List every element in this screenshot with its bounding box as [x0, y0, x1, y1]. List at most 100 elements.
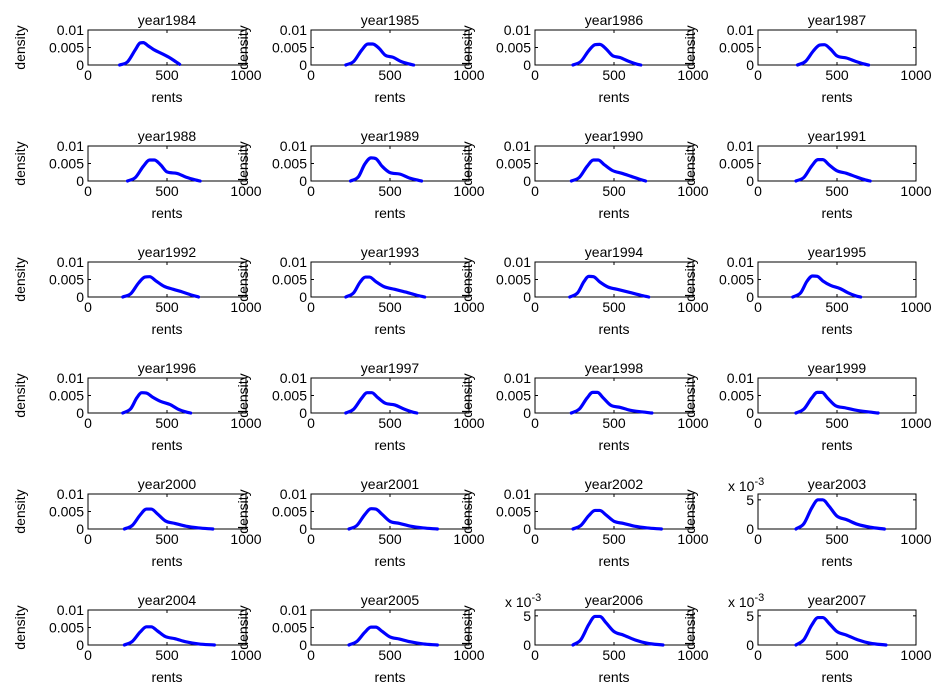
x-tick-label: 1000 [230, 415, 261, 431]
y-axis-label: density [12, 489, 28, 533]
y-tick-label: 0.01 [727, 138, 754, 154]
y-tick-label: 0 [746, 637, 754, 653]
y-axis-label: density [459, 489, 475, 533]
y-axis-label: density [682, 373, 698, 417]
y-axis-label: density [459, 257, 475, 301]
y-tick-label: 0.005 [496, 388, 531, 404]
x-tick-label: 0 [754, 183, 762, 199]
x-axis-label: rents [598, 553, 629, 569]
panel-axes-frame [534, 29, 694, 66]
x-tick-label: 0 [754, 647, 762, 663]
x-tick-label: 500 [825, 299, 849, 315]
y-tick-label: 0.01 [727, 22, 754, 38]
panel-axes-frame [757, 145, 917, 182]
y-tick-label: 0.005 [272, 272, 307, 288]
y-tick-label: 0.005 [496, 504, 531, 520]
x-tick-label: 1000 [677, 67, 708, 83]
y-axis-label: density [235, 373, 251, 417]
density-curve [794, 158, 872, 183]
x-tick-label: 1000 [230, 67, 261, 83]
y-tick-label: 0.005 [49, 620, 84, 636]
density-curve [122, 625, 216, 647]
panel-title: year2001 [361, 476, 420, 492]
y-tick-label: 0 [299, 173, 307, 189]
y-tick-label: 5 [746, 608, 754, 624]
x-tick-label: 500 [378, 647, 402, 663]
x-tick-label: 1000 [900, 415, 931, 431]
panel-axes-frame [757, 261, 917, 298]
x-tick-label: 0 [754, 67, 762, 83]
x-tick-label: 0 [531, 647, 539, 663]
x-tick-label: 500 [825, 67, 849, 83]
density-curve [795, 43, 871, 67]
x-axis-label: rents [821, 669, 852, 685]
x-axis-label: rents [821, 553, 852, 569]
panel-title: year1984 [138, 12, 197, 28]
panel-axes-frame [757, 29, 917, 66]
y-tick-label: 0.005 [272, 156, 307, 172]
x-tick-label: 1000 [230, 183, 261, 199]
y-tick-label: 0.005 [719, 40, 754, 56]
y-tick-label: 0.005 [496, 156, 531, 172]
panel-axes-frame [757, 609, 917, 646]
x-axis-label: rents [374, 205, 405, 221]
density-curve [125, 158, 202, 183]
y-axis-label: density [682, 605, 698, 649]
x-tick-label: 1000 [900, 183, 931, 199]
panel-axes-frame [310, 29, 470, 66]
y-tick-label: 0 [746, 521, 754, 537]
panel-axes-frame [87, 29, 247, 66]
y-tick-label: 0.005 [719, 272, 754, 288]
y-tick-label: 0 [299, 289, 307, 305]
y-axis-label: density [12, 25, 28, 69]
y-axis-label: density [682, 25, 698, 69]
density-curve [122, 507, 215, 531]
y-axis-label: density [12, 605, 28, 649]
density-curve [344, 391, 419, 415]
x-tick-label: 500 [602, 183, 626, 199]
y-tick-label: 0.01 [504, 486, 531, 502]
x-tick-label: 0 [754, 415, 762, 431]
x-tick-label: 1000 [230, 647, 261, 663]
x-axis-label: rents [598, 205, 629, 221]
y-tick-label: 0.01 [504, 254, 531, 270]
x-tick-label: 1000 [230, 299, 261, 315]
y-tick-label: 0.005 [49, 272, 84, 288]
y-tick-label: 0 [76, 637, 84, 653]
y-tick-label: 0 [523, 405, 531, 421]
panel-title: year1988 [138, 128, 197, 144]
panel-axes-frame [534, 609, 694, 646]
y-tick-label: 0.005 [719, 388, 754, 404]
x-axis-label: rents [374, 321, 405, 337]
y-tick-label: 0.005 [49, 504, 84, 520]
x-tick-label: 500 [602, 415, 626, 431]
panel-axes-frame [310, 145, 470, 182]
x-tick-label: 0 [531, 183, 539, 199]
density-curve [791, 274, 863, 299]
y-tick-label: 0 [299, 57, 307, 73]
x-axis-label: rents [598, 321, 629, 337]
x-axis-label: rents [151, 553, 182, 569]
y-tick-label: 0.005 [49, 40, 84, 56]
x-tick-label: 0 [307, 67, 315, 83]
panel-axes-frame [757, 493, 917, 530]
y-tick-label: 0.01 [504, 138, 531, 154]
x-tick-label: 0 [531, 415, 539, 431]
y-tick-label: 0 [523, 173, 531, 189]
x-tick-label: 500 [155, 183, 179, 199]
x-tick-label: 0 [307, 299, 315, 315]
y-tick-label: 0 [76, 521, 84, 537]
x-tick-label: 500 [155, 415, 179, 431]
y-tick-label: 0 [523, 637, 531, 653]
panel-title: year2000 [138, 476, 197, 492]
x-tick-label: 500 [155, 647, 179, 663]
panel-title: year2005 [361, 592, 420, 608]
x-tick-label: 0 [84, 183, 92, 199]
y-tick-label: 0.01 [280, 486, 307, 502]
x-axis-label: rents [598, 437, 629, 453]
x-tick-label: 1000 [453, 299, 484, 315]
density-curve [347, 507, 439, 531]
y-exponent-label: x 10-3 [505, 592, 541, 610]
x-axis-label: rents [598, 89, 629, 105]
x-tick-label: 1000 [900, 647, 931, 663]
